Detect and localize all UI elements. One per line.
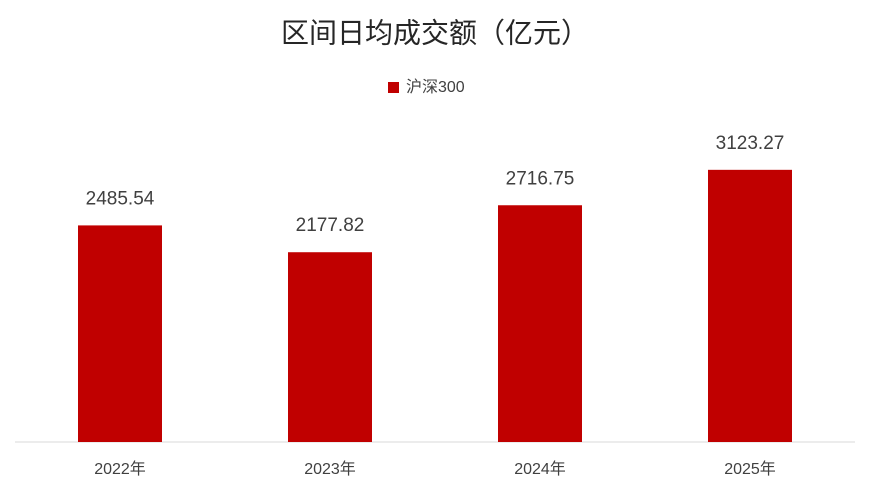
bar bbox=[288, 252, 372, 442]
value-label: 3123.27 bbox=[716, 133, 785, 154]
x-tick-label: 2023年 bbox=[304, 460, 356, 478]
legend-label: 沪深300 bbox=[406, 78, 465, 96]
legend-swatch bbox=[388, 82, 399, 93]
x-tick-label: 2024年 bbox=[514, 460, 566, 478]
chart-title: 区间日均成交额（亿元） bbox=[281, 17, 589, 49]
bar bbox=[708, 169, 792, 442]
bar bbox=[498, 205, 582, 442]
value-label: 2716.75 bbox=[506, 168, 575, 189]
value-label: 2177.82 bbox=[296, 215, 365, 236]
bar bbox=[78, 225, 162, 442]
x-tick-label: 2025年 bbox=[724, 460, 776, 478]
x-tick-label: 2022年 bbox=[94, 460, 146, 478]
value-label: 2485.54 bbox=[86, 188, 155, 209]
